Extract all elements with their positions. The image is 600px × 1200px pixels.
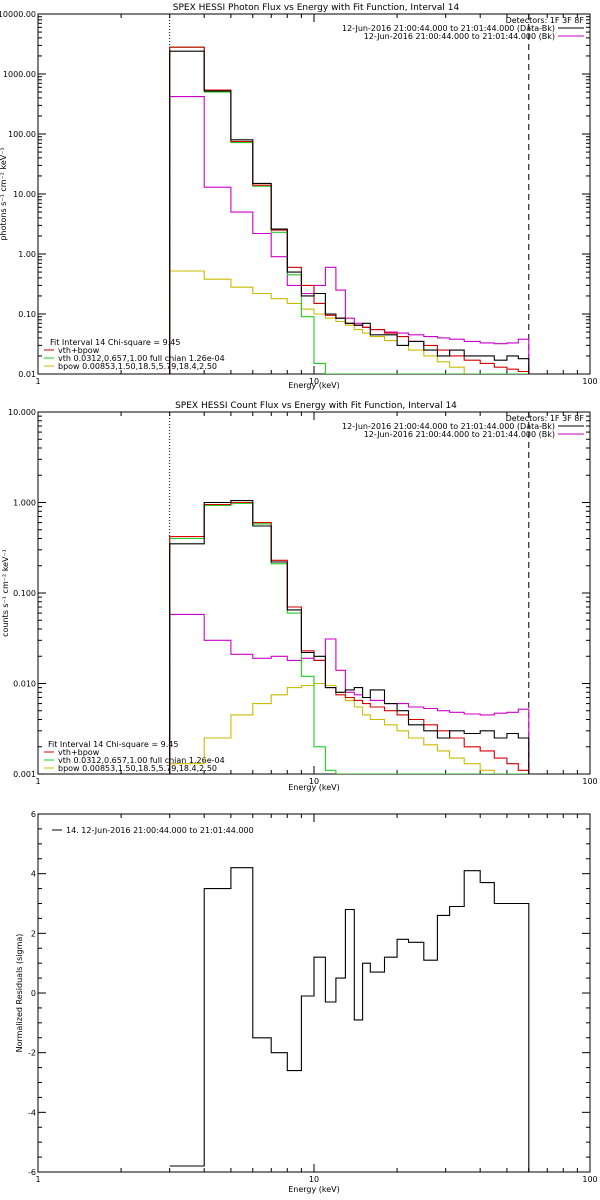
residuals-series-residuals	[169, 867, 530, 1172]
photon-flux-x-tick-label: 1	[35, 377, 40, 386]
residuals-y-tick-label: -6	[28, 1168, 36, 1177]
photon-flux-y-tick-label: 1.00	[18, 250, 36, 259]
photon-flux-detectors: Detectors: 1F 3F 8F	[506, 16, 585, 25]
residuals-y-tick-label: 0	[31, 989, 36, 998]
photon-flux-y-tick-label: 10000.00	[0, 10, 36, 19]
residuals-y-tick-label: 4	[31, 870, 36, 879]
count-flux-series-sum	[169, 500, 530, 774]
photon-flux-x-tick-label: 10	[309, 377, 319, 386]
count-flux-panel: SPEX HESSI Count Flux vs Energy with Fit…	[1, 401, 598, 792]
photon-flux-series-vth	[169, 46, 529, 374]
residuals-ylabel: Normalized Residuals (sigma)	[15, 934, 24, 1053]
count-fit-info-line-4: bpow 0.00853,1.50,18.5,5.79,18.4,2.50	[58, 764, 217, 773]
count-fit-info-line-2: vth+bpow	[58, 748, 100, 757]
count-flux-x-tick-label: 10	[309, 777, 319, 786]
residuals-y-tick-label: 6	[31, 810, 36, 819]
count-flux-legend-entry-1: 12-Jun-2016 21:00:44.000 to 21:01:44.000…	[342, 422, 555, 431]
count-flux-xlabel: Energy (keV)	[288, 783, 340, 792]
photon-flux-title: SPEX HESSI Photon Flux vs Energy with Fi…	[173, 3, 460, 13]
photon-flux-ylabel: photons s⁻¹ cm⁻² keV⁻¹	[0, 147, 8, 240]
photon-flux-y-tick-label: 10.00	[13, 190, 36, 199]
residuals-x-tick-label: 100	[582, 1175, 597, 1184]
count-flux-y-tick-label: 0.010	[13, 680, 36, 689]
count-flux-series-bk	[169, 613, 530, 774]
count-flux-detectors: Detectors: 1F 3F 8F	[506, 414, 585, 423]
residuals-y-tick-label: 2	[31, 929, 36, 938]
photon-fit-info-line-1: Fit Interval 14 Chi-square = 9.45	[50, 338, 180, 347]
photon-flux-xlabel: Energy (keV)	[288, 381, 340, 390]
count-flux-y-tick-label: 0.001	[13, 770, 36, 779]
count-flux-legend-entry-2: 12-Jun-2016 21:00:44.000 to 21:01:44.000…	[364, 430, 555, 439]
photon-fit-info-line-4: bpow 0.00853,1.50,18.5,5.79,18.4,2.50	[58, 362, 217, 371]
photon-flux-y-tick-label: 100.00	[8, 130, 36, 139]
photon-fit-info-line-2: vth+bpow	[58, 346, 100, 355]
residuals-legend: 14. 12-Jun-2016 21:00:44.000 to 21:01:44…	[66, 826, 254, 835]
photon-flux-x-tick-label: 100	[582, 377, 597, 386]
photon-flux-y-tick-label: 0.10	[18, 310, 36, 319]
photon-flux-legend-entry-2: 12-Jun-2016 21:00:44.000 to 21:01:44.000…	[364, 32, 555, 41]
residuals-y-tick-label: -2	[28, 1049, 36, 1058]
residuals-y-tick-label: -4	[28, 1108, 36, 1117]
residuals-x-tick-label: 10	[309, 1175, 319, 1184]
photon-flux-series-bpow	[169, 270, 529, 374]
count-flux-title: SPEX HESSI Count Flux vs Energy with Fit…	[175, 401, 457, 411]
residuals-panel: Energy (keV) Normalized Residuals (sigma…	[15, 810, 598, 1194]
photon-flux-panel: SPEX HESSI Photon Flux vs Energy with Fi…	[0, 3, 598, 390]
count-flux-ylabel: counts s⁻¹ cm⁻² keV⁻¹	[1, 549, 10, 637]
photon-flux-y-tick-label: 0.01	[18, 370, 36, 379]
photon-flux-legend-entry-1: 12-Jun-2016 21:00:44.000 to 21:01:44.000…	[342, 24, 555, 33]
photon-flux-y-tick-label: 1000.00	[3, 70, 36, 79]
count-flux-series-vth	[169, 502, 529, 774]
count-flux-y-tick-label: 10.000	[8, 408, 36, 417]
count-flux-y-tick-label: 0.100	[13, 589, 36, 598]
residuals-xlabel: Energy (keV)	[288, 1185, 340, 1194]
photon-flux-series-sum	[169, 50, 530, 374]
photon-fit-info-line-3: vth 0.0312,0.657,1.00 full chian 1.26e-0…	[58, 354, 225, 363]
count-fit-info-line-1: Fit Interval 14 Chi-square = 9.45	[48, 740, 178, 749]
count-flux-x-tick-label: 1	[35, 777, 40, 786]
count-fit-info-line-3: vth 0.0312,0.657,1.00 full chian 1.26e-0…	[58, 756, 225, 765]
count-flux-y-tick-label: 1.000	[13, 499, 36, 508]
count-flux-x-tick-label: 100	[582, 777, 597, 786]
residuals-x-tick-label: 1	[35, 1175, 40, 1184]
count-flux-series-bpow	[169, 682, 529, 774]
photon-flux-series-bk	[169, 96, 530, 374]
